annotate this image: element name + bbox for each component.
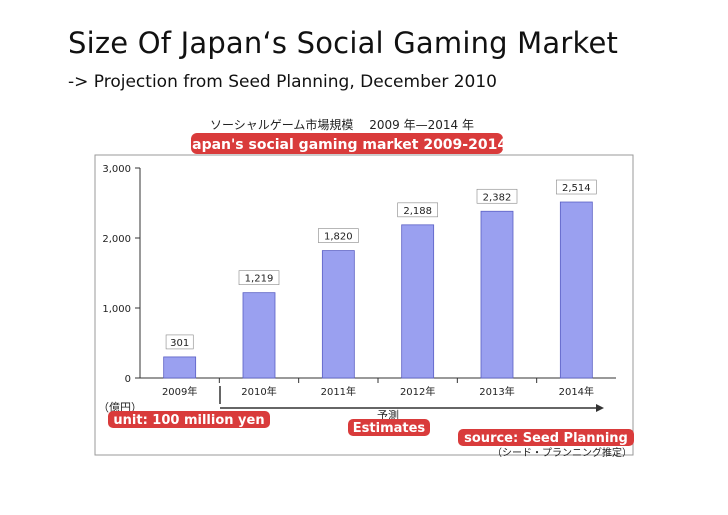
data-label-box-0 (165, 334, 194, 350)
forecast-badge (348, 419, 430, 436)
x-tick-label-3: 2012年 (400, 385, 435, 398)
data-label-1: 1,219 (245, 274, 274, 285)
chart-title-jp: ソーシャルゲーム市場規模 2009 年—2014 年 (210, 117, 474, 132)
bar-0 (163, 356, 197, 379)
x-tick-label-4: 2013年 (479, 385, 514, 398)
data-label-3: 2,188 (403, 206, 432, 217)
y-tick-label: 3,000 (102, 164, 131, 175)
data-label-box-5 (556, 179, 597, 195)
data-label-box-1 (238, 270, 280, 285)
data-label-5: 2,514 (562, 183, 591, 194)
source-label-jp: （シード・プランニング推定） (492, 446, 632, 459)
source-badge (458, 429, 634, 446)
data-label-0: 301 (170, 338, 189, 349)
unit-label-jp: （億円） (98, 401, 142, 414)
bar-3 (401, 224, 435, 379)
unit-label-en: unit: 100 million yen (113, 413, 264, 428)
chart-title-en-badge (191, 133, 503, 154)
data-label-box-3 (397, 202, 438, 218)
data-label-2: 1,820 (324, 232, 353, 243)
y-tick-label: 0 (125, 374, 131, 385)
bar-1 (242, 292, 276, 379)
forecast-label-en: Estimates (353, 421, 426, 436)
bar-4 (480, 210, 514, 379)
bar-2 (321, 250, 355, 379)
x-tick-label-0: 2009年 (162, 385, 197, 398)
bar-5 (559, 201, 593, 379)
x-tick-label-1: 2010年 (241, 385, 276, 398)
chart-frame (94, 154, 634, 456)
forecast-label-jp: 予測 (377, 408, 399, 422)
forecast-arrow-head (596, 404, 604, 412)
data-label-4: 2,382 (483, 192, 512, 203)
source-label-en: source: Seed Planning (464, 431, 628, 446)
slide-title: Size Of Japan‘s Social Gaming Market (68, 26, 619, 60)
data-label-box-4 (476, 188, 518, 204)
x-tick-label-2: 2011年 (321, 385, 356, 398)
data-label-box-2 (318, 228, 359, 243)
unit-badge (108, 411, 270, 428)
slide-subtitle: -> Projection from Seed Planning, Decemb… (68, 72, 497, 92)
chart-title-en: Japan's social gaming market 2009-2014 (186, 137, 507, 153)
x-tick-label-5: 2014年 (559, 385, 594, 398)
y-tick-label: 2,000 (102, 234, 131, 245)
y-tick-label: 1,000 (102, 304, 131, 315)
